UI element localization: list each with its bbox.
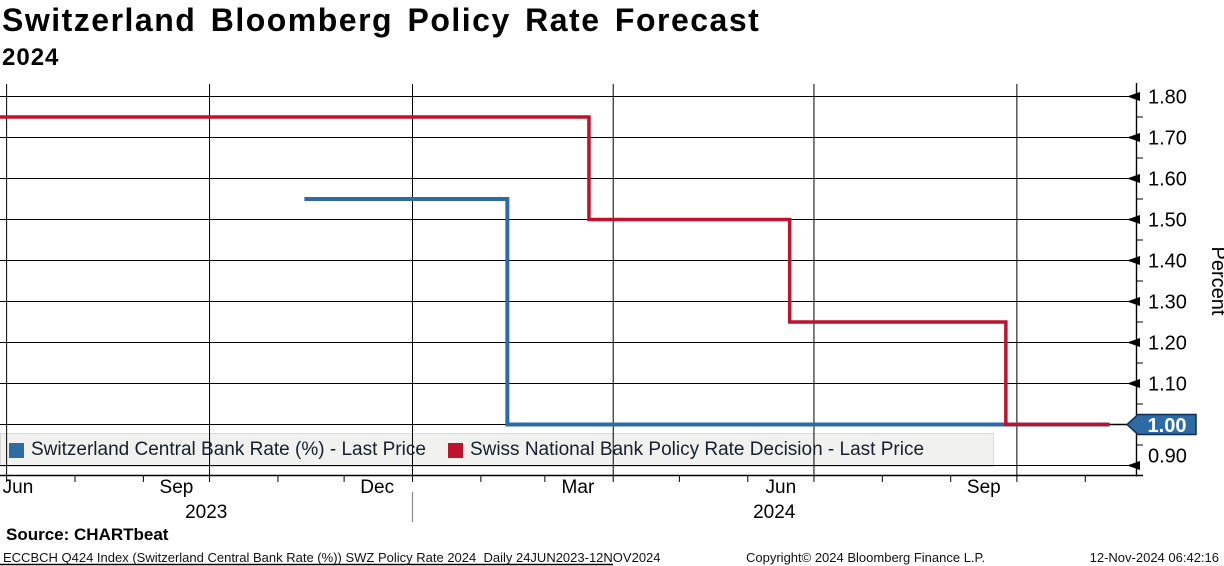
y-tick-label: 1.10 xyxy=(1148,374,1187,396)
x-month-label: Sep xyxy=(160,477,194,498)
y-tick-label: 1.30 xyxy=(1148,292,1187,314)
x-month-label: Jun xyxy=(766,477,797,498)
legend: Switzerland Central Bank Rate (%) - Last… xyxy=(0,433,994,467)
y-tick-label: 0.90 xyxy=(1148,446,1187,468)
legend-background xyxy=(0,433,994,467)
y-tick-label: 1.80 xyxy=(1148,87,1187,109)
y-major-tick-arrow xyxy=(1127,461,1140,470)
legend-item: Swiss National Bank Policy Rate Decision… xyxy=(447,439,925,461)
y-major-tick-arrow xyxy=(1127,379,1140,388)
y-major-tick-arrow xyxy=(1127,215,1140,224)
y-major-tick-arrow xyxy=(1127,297,1140,306)
y-tick-label: 1.40 xyxy=(1148,251,1187,273)
series-line-blue xyxy=(304,197,1110,427)
y-major-tick-arrow xyxy=(1127,338,1140,347)
chart-subtitle: 2024 xyxy=(2,44,60,71)
x-year-label: 2024 xyxy=(753,502,796,523)
x-month-label: Sep xyxy=(967,477,1001,498)
footer-ticker-info: ECCBCH Q424 Index (Switzerland Central B… xyxy=(3,550,661,565)
footer-timestamp: 12-Nov-2024 06:42:16 xyxy=(1089,550,1219,565)
x-month-label: Dec xyxy=(360,477,394,498)
legend-swatch-icon xyxy=(447,442,463,458)
x-month-label: Jun xyxy=(3,477,34,498)
last-price-badge xyxy=(1125,413,1197,436)
source-label: Source: CHARTbeat xyxy=(6,525,169,544)
x-month-label: Mar xyxy=(562,477,595,498)
legend-item: Switzerland Central Bank Rate (%) - Last… xyxy=(9,439,426,461)
footer-copyright: Copyright© 2024 Bloomberg Finance L.P. xyxy=(746,550,986,565)
legend-item-label: Swiss National Bank Policy Rate Decision… xyxy=(469,439,925,460)
legend-item-label: Switzerland Central Bank Rate (%) - Last… xyxy=(31,439,426,460)
chart-title: Switzerland Bloomberg Policy Rate Foreca… xyxy=(2,2,761,38)
y-major-tick-arrow xyxy=(1127,256,1140,265)
y-major-tick-arrow xyxy=(1127,133,1140,142)
y-major-tick-arrow xyxy=(1127,92,1140,101)
y-tick-label: 1.50 xyxy=(1148,210,1187,232)
legend-swatch-icon xyxy=(9,442,24,458)
y-tick-label: 1.70 xyxy=(1148,128,1187,150)
y-axis-title: Percent xyxy=(1207,247,1224,316)
x-year-label: 2023 xyxy=(185,502,227,523)
y-tick-label: 1.20 xyxy=(1148,333,1187,355)
last-price-badge-value: 1.00 xyxy=(1148,415,1187,437)
y-major-tick-arrow xyxy=(1127,174,1140,183)
series-line-red xyxy=(0,115,1110,427)
y-tick-label: 1.60 xyxy=(1148,169,1187,191)
